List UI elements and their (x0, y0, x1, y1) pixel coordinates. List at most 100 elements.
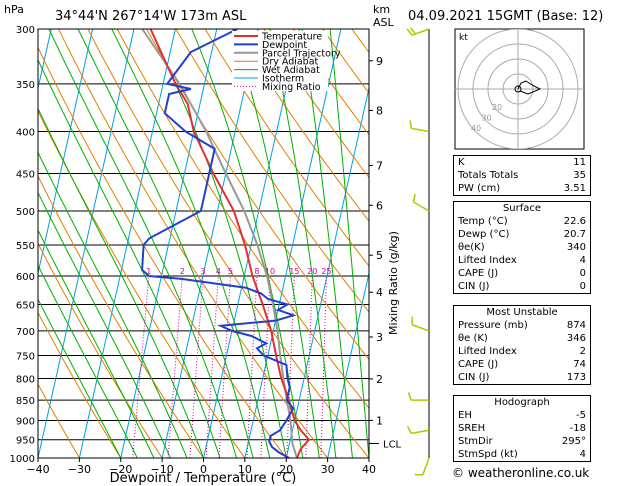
temperature-tick-label: −10 (151, 463, 174, 476)
dry-adiabat-line (263, 29, 369, 179)
pressure-tick-label: 500 (16, 207, 35, 218)
hodo-row: SREH -18 (454, 422, 590, 435)
dry-adiabat-line (38, 311, 122, 458)
dry-adiabat-line (116, 29, 369, 409)
axes: 3003504004505005506006507007508008509009… (10, 25, 402, 476)
mixing-ratio-line (305, 275, 313, 458)
wind-barb (411, 127, 430, 133)
plot-frame (37, 28, 370, 459)
wet-adiabat-line (191, 29, 304, 458)
mixing-ratio-label: 3 (201, 267, 206, 276)
surface-row: CAPE (J) 0 (454, 267, 590, 280)
row-value: 295° (561, 436, 586, 447)
legend-entry: Temperature (261, 32, 322, 43)
row-label: CAPE (J) (458, 268, 499, 279)
surface-row: Dewp (°C) 20.7 (454, 228, 590, 241)
temperature-tick-label: 10 (238, 463, 252, 476)
row-label: Dewp (°C) (458, 229, 510, 240)
temperature-tick-label: 30 (321, 463, 335, 476)
pressure-tick-label: 300 (16, 25, 35, 36)
mu-row: Lifted Index 2 (454, 345, 590, 358)
row-label: CIN (J) (458, 281, 490, 292)
hodograph-ring-label: 30 (481, 114, 491, 123)
row-label: EH (458, 410, 472, 421)
row-value: 4 (579, 255, 586, 266)
mu-row: Pressure (mb) 874 (454, 319, 590, 332)
most-unstable-table: Most Unstable Pressure (mb) 874 θe (K) 346… (453, 305, 591, 385)
wind-barb (413, 201, 430, 212)
pressure-tick-label: 1000 (10, 454, 35, 465)
surface-table: Surface Temp (°C) 22.6 Dewp (°C) 20.7 θe(K… (453, 201, 591, 294)
dewpoint-line (141, 29, 297, 458)
km-tick-label: 4 (376, 286, 383, 299)
index-label: PW (cm) (458, 183, 501, 194)
most-unstable-title: Most Unstable (486, 307, 558, 318)
legend-entry: Parcel Trajectory (262, 48, 341, 59)
pressure-tick-label: 900 (16, 416, 35, 427)
wind-barb-flag (412, 194, 416, 203)
wind-profile (406, 27, 430, 476)
mixing-ratio-line (167, 275, 183, 458)
dry-adiabat-line (38, 382, 80, 458)
surface-row: θe(K) 340 (454, 241, 590, 254)
row-value: 173 (566, 372, 586, 383)
index-label: Totals Totals (458, 170, 519, 181)
row-value: 340 (566, 242, 586, 253)
pressure-tick-label: 850 (16, 396, 35, 407)
dry-adiabat-line (38, 109, 246, 458)
row-value: 74 (573, 359, 586, 370)
pressure-tick-label: 650 (16, 301, 35, 312)
row-label: CIN (J) (458, 372, 490, 383)
km-tick-label: 2 (376, 373, 383, 386)
mixing-ratio-label: 10 (265, 267, 275, 276)
km-tick-label: 6 (376, 199, 383, 212)
mixing-ratio-line (320, 275, 327, 458)
row-label: θe (K) (458, 333, 488, 344)
wind-barb (411, 324, 430, 332)
dry-adiabat-line (87, 29, 369, 458)
isotherm-line (368, 455, 369, 458)
row-label: Temp (°C) (458, 216, 508, 227)
wet-adiabat-line (38, 264, 138, 458)
row-label: StmDir (458, 436, 493, 447)
row-value: 22.6 (563, 216, 586, 227)
mixing-ratio-label: 1 (146, 267, 151, 276)
mixing-ratio-label: 20 (307, 267, 317, 276)
pressure-tick-label: 800 (16, 374, 35, 385)
wet-adiabat-line (38, 107, 204, 458)
dry-adiabat-line (38, 46, 287, 458)
wind-barb (411, 429, 430, 435)
row-value: -5 (576, 410, 586, 421)
legend-entry: Wet Adiabat (262, 65, 320, 76)
wind-barb-flag (406, 28, 413, 36)
row-label: Lifted Index (458, 346, 517, 357)
datetime-title: 04.09.2021 15GMT (Base: 12) (408, 9, 603, 24)
row-value: 874 (566, 320, 586, 331)
copyright-link[interactable]: © weatheronline.co.uk (452, 466, 590, 480)
dry-adiabat-line (38, 175, 204, 458)
mixing-ratio-line (205, 275, 219, 458)
temperature-tick-label: 40 (362, 463, 376, 476)
mixing-ratio-line (218, 275, 231, 458)
pressure-tick-label: 400 (16, 128, 35, 139)
location-title: 34°44'N 267°14'W 173m ASL (55, 9, 247, 24)
km-tick-label: 3 (376, 331, 383, 344)
row-value: 20.7 (563, 229, 586, 240)
pressure-tick-label: 600 (16, 272, 35, 283)
legend-entry: Dewpoint (262, 40, 307, 51)
hodograph-table-title: Hodograph (494, 397, 550, 408)
mixing-ratio-label: 2 (180, 267, 185, 276)
mixing-ratio-line (189, 275, 204, 458)
row-value: -18 (569, 423, 586, 434)
isotherm-line (38, 29, 135, 458)
hodograph-ring-label: 40 (471, 124, 481, 133)
index-row: PW (cm) 3.51 (454, 182, 590, 195)
dry-adiabat-line (175, 29, 369, 313)
mixing-ratio-line (286, 275, 295, 458)
pressure-tick-label: 450 (16, 169, 35, 180)
mixing-ratio-label: 4 (216, 267, 221, 276)
isotherm-line (78, 29, 176, 458)
